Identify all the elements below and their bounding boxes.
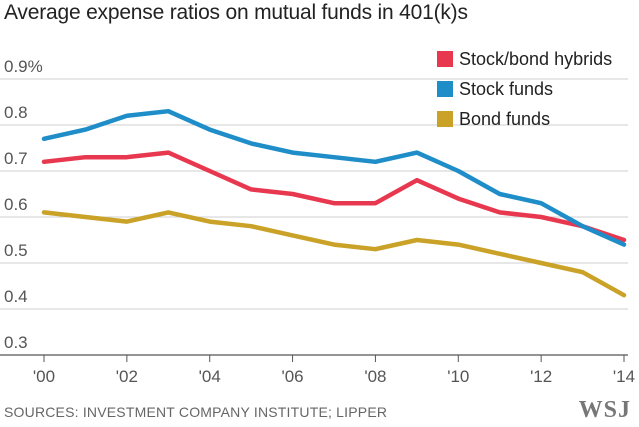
legend-swatch (437, 111, 453, 127)
legend-label: Stock/bond hybrids (459, 49, 612, 69)
x-tick-label: '02 (116, 367, 138, 386)
legend-swatch (437, 81, 453, 97)
x-tick-label: '14 (613, 367, 635, 386)
x-tick-label: '06 (281, 367, 303, 386)
y-tick-label: 0.8 (4, 103, 28, 122)
x-axis-ticks: '00 '02 '04 '06 '08 '10 '12 '14 (33, 355, 635, 386)
series-line-0 (41, 150, 627, 243)
x-tick-label: '08 (364, 367, 386, 386)
source-note: SOURCES: INVESTMENT COMPANY INSTITUTE; L… (4, 404, 388, 420)
x-tick-label: '00 (33, 367, 55, 386)
series-line-1 (41, 108, 627, 247)
y-tick-label: 0.6 (4, 195, 28, 214)
wsj-logo: WSJ (578, 397, 631, 423)
y-axis-ticks: 0.3 0.4 0.5 0.6 0.7 0.8 0.9% (4, 57, 43, 352)
y-tick-label: 0.5 (4, 241, 28, 260)
y-tick-label: 0.3 (4, 333, 28, 352)
y-tick-label: 0.9% (4, 57, 43, 76)
legend-label: Bond funds (459, 109, 550, 129)
chart-title: Average expense ratios on mutual funds i… (4, 1, 468, 24)
series-lines (41, 108, 627, 298)
series-line-2 (41, 210, 627, 298)
legend: Stock/bond hybrids Stock funds Bond funds (437, 49, 612, 129)
legend-swatch (437, 51, 453, 67)
x-tick-label: '12 (530, 367, 552, 386)
y-tick-label: 0.7 (4, 149, 28, 168)
legend-label: Stock funds (459, 79, 553, 99)
x-tick-label: '04 (199, 367, 221, 386)
y-tick-label: 0.4 (4, 287, 28, 306)
x-tick-label: '10 (447, 367, 469, 386)
